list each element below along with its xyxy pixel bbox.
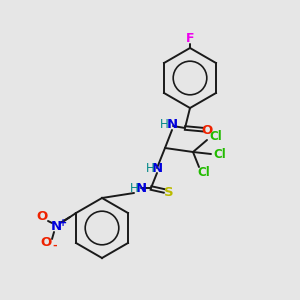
Text: Cl: Cl (209, 130, 222, 142)
Text: N: N (50, 220, 62, 233)
Text: H: H (146, 161, 154, 175)
Text: H: H (160, 118, 168, 131)
Text: H: H (130, 182, 138, 194)
Text: Cl: Cl (213, 148, 226, 160)
Text: N: N (167, 118, 178, 131)
Text: N: N (152, 161, 163, 175)
Text: S: S (164, 185, 174, 199)
Text: +: + (59, 218, 67, 228)
Text: O: O (201, 124, 213, 136)
Text: Cl: Cl (197, 166, 210, 178)
Text: N: N (135, 182, 147, 194)
Text: -: - (53, 241, 57, 251)
Text: O: O (36, 211, 48, 224)
Text: F: F (186, 32, 194, 46)
Text: O: O (40, 236, 52, 250)
